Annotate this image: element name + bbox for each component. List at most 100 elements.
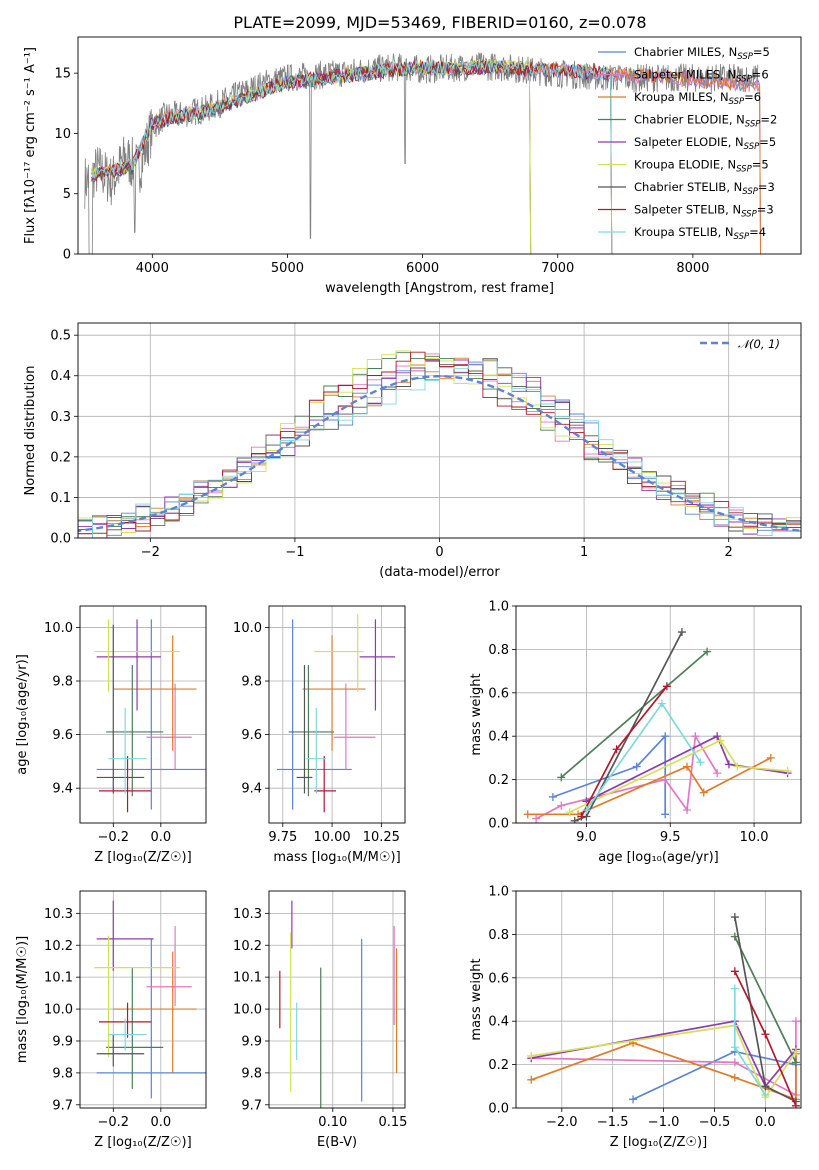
errorbar-point-4: [96, 900, 154, 971]
histogram-series-8: [78, 360, 801, 538]
weight-line-3: [560, 650, 708, 779]
x-axis-label: mass [log₁₀(M/M☉)]: [273, 850, 400, 865]
weight-marker: [677, 628, 686, 637]
errorbar-point-5: [94, 935, 180, 1057]
y-tick-label: 10.2: [44, 939, 73, 954]
x-tick-label: 6000: [406, 261, 439, 276]
x-tick-label: 0: [435, 545, 443, 560]
x-axis-label: Z [log₁₀(Z/Z☉)]: [94, 1135, 191, 1150]
gaussian-curve: [78, 374, 801, 533]
plot-area: [279, 900, 398, 1108]
panel-age_vs_Z: −0.2 0.0 9.4 9.6 9.8 10.0 Z [log₁₀(Z/Z☉)] age […: [15, 605, 207, 865]
y-tick-label: 9.9: [241, 1034, 262, 1049]
errorbar-point-6: [96, 624, 145, 794]
weight-marker: [733, 762, 742, 771]
y-tick-label: 15: [54, 67, 71, 82]
legend-entry: Salpeter STELIB, NSSP=3: [634, 203, 774, 220]
x-tick-label: 10.0: [740, 830, 769, 845]
panel-mass_weight_vs_age: 9.0 9.5 10.0 0.0 0.2 0.4 0.6 0.8 1.0 age [log₁₀(a…: [469, 600, 802, 865]
x-tick-label: 1: [580, 545, 588, 560]
y-tick-label: 10.1: [233, 971, 262, 986]
weight-marker: [691, 732, 700, 741]
x-tick-label: 7000: [541, 261, 574, 276]
weight-line-5: [569, 739, 788, 813]
data-spectrum: [84, 52, 759, 254]
weight-marker: [565, 808, 574, 817]
weight-marker: [577, 812, 586, 821]
weight-line-8: [585, 702, 702, 811]
weight-line-3: [734, 936, 797, 1063]
weight-line-1: [535, 733, 718, 820]
panel-residuals: −2 −1 0 1 2 0.0 0.1 0.2 0.3 0.4 0.5 (data-model)/er…: [23, 322, 802, 580]
errorbar-point-1: [146, 926, 192, 1006]
y-axis-label: mass [log₁₀(M/M☉)]: [15, 936, 30, 1063]
weight-marker: [730, 1073, 739, 1082]
plot-area: [523, 628, 792, 823]
axes-frame: [79, 890, 207, 1109]
weight-marker: [730, 967, 739, 976]
y-tick-label: 0.1: [50, 491, 71, 506]
errorbar-point-4: [359, 619, 396, 711]
weight-marker: [713, 732, 722, 741]
weight-marker: [761, 1030, 770, 1039]
legend-entry: Salpeter MILES, NSSP=6: [634, 68, 769, 85]
errorbar-point-8: [108, 1018, 147, 1051]
x-tick-label: −2.0: [546, 1115, 578, 1130]
y-axis-label: age [log₁₀(age/yr)]: [15, 654, 30, 775]
y-tick-label: 0.0: [488, 1102, 509, 1117]
x-tick-label: 8000: [676, 261, 709, 276]
weight-marker: [791, 1017, 800, 1026]
x-tick-label: −1.5: [597, 1115, 629, 1130]
y-tick-label: 9.8: [52, 675, 73, 690]
weight-marker: [657, 699, 666, 708]
errorbar-point-0: [96, 938, 206, 1099]
y-tick-label: 0.2: [488, 1058, 509, 1073]
figure-title: PLATE=2099, MJD=53469, FIBERID=0160, z=0…: [233, 13, 646, 32]
model-line-7: [91, 59, 613, 254]
x-tick-label: 4000: [136, 261, 169, 276]
errorbar-point-4: [96, 619, 161, 711]
y-tick-label: 1.0: [488, 885, 509, 900]
errorbar-point-5: [94, 619, 180, 692]
errorbar-point-2: [113, 951, 197, 1073]
weight-marker: [791, 1058, 800, 1067]
y-tick-label: 0.6: [488, 686, 509, 701]
y-tick-label: 0.0: [50, 532, 71, 547]
axes-frame: [268, 605, 406, 824]
x-tick-label: −1.0: [648, 1115, 680, 1130]
weight-marker: [783, 766, 792, 775]
x-tick-label: 0.15: [378, 1115, 407, 1130]
legend-entry: Chabrier ELODIE, NSSP=2: [634, 113, 777, 130]
x-axis-label: wavelength [Angstrom, rest frame]: [325, 281, 554, 296]
x-tick-label: 5000: [271, 261, 304, 276]
weight-marker: [713, 769, 722, 778]
errorbar-point-2: [302, 635, 366, 751]
weight-marker: [612, 745, 621, 754]
weight-marker: [557, 801, 566, 810]
weight-marker: [703, 647, 712, 656]
errorbar-point-3: [288, 664, 335, 797]
weight-marker: [661, 732, 670, 741]
errorbar-point-1: [334, 683, 376, 770]
legend-entry: Salpeter ELODIE, NSSP=5: [634, 135, 776, 152]
y-tick-label: 9.8: [52, 1066, 73, 1081]
weight-marker: [761, 1090, 770, 1099]
weight-marker: [527, 1051, 536, 1060]
model-line-8: [91, 59, 613, 254]
plot-area: [78, 350, 801, 538]
errorbar-point-0: [276, 619, 352, 810]
axes-frame: [79, 605, 207, 824]
y-tick-label: 10.0: [233, 621, 262, 636]
weight-marker: [699, 788, 708, 797]
x-tick-label: 2: [725, 545, 733, 560]
y-tick-label: 0.4: [488, 1015, 509, 1030]
y-axis-label: Flux [fλ10⁻¹⁷ erg cm⁻² s⁻¹ A⁻¹]: [23, 47, 38, 244]
x-tick-label: −0.2: [97, 1115, 129, 1130]
y-axis-label: mass weight: [469, 673, 484, 755]
x-tick-label: 9.75: [268, 830, 297, 845]
y-tick-label: 9.4: [52, 782, 73, 797]
plot-area: [276, 614, 396, 813]
y-tick-label: 1.0: [488, 600, 509, 615]
axes-frame: [268, 890, 406, 1109]
